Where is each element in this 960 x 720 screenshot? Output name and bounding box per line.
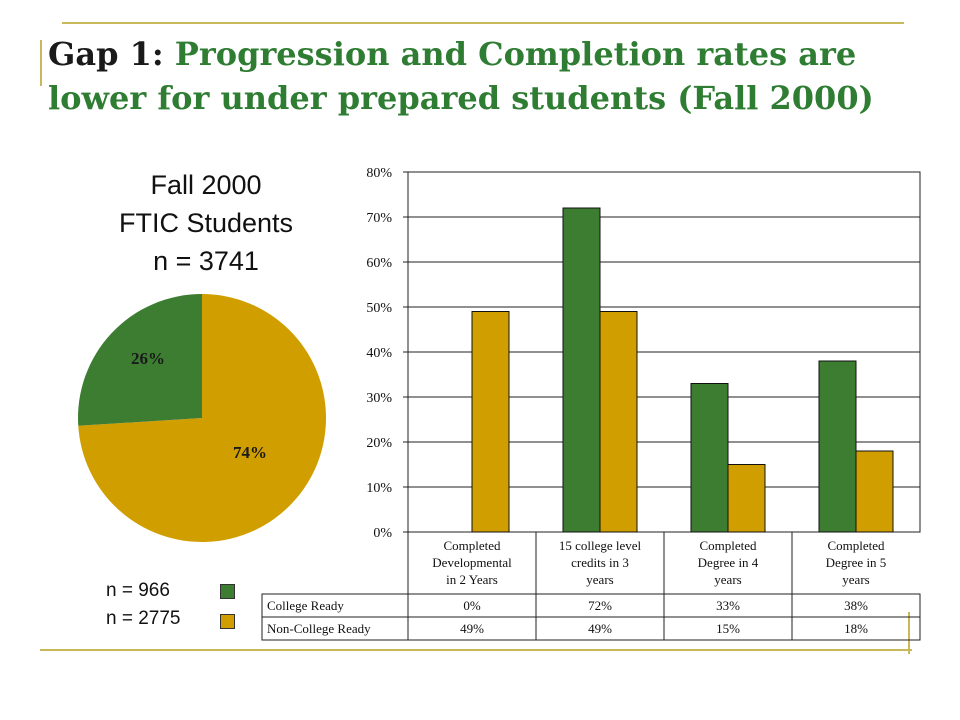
table-cell: 72% (588, 598, 612, 613)
slide-title: Gap 1: Progression and Completion rates … (48, 32, 928, 120)
category-label: years (586, 572, 613, 587)
right-rule (908, 612, 910, 654)
table-cell: 18% (844, 621, 868, 636)
table-row-header: Non-College Ready (267, 621, 371, 636)
bar-college-ready (818, 360, 857, 533)
y-tick-label: 10% (366, 481, 392, 496)
table-cell: 0% (463, 598, 481, 613)
category-label: years (714, 572, 741, 587)
table-cell: 38% (844, 598, 868, 613)
legend-swatch-non-college-ready (220, 614, 235, 629)
table-cell: 49% (588, 621, 612, 636)
category-label: Completed (699, 538, 757, 553)
top-rule (62, 22, 904, 24)
table-cell: 15% (716, 621, 740, 636)
table-cell: 33% (716, 598, 740, 613)
y-tick-label: 20% (366, 436, 392, 451)
bar-non-college-ready (727, 464, 766, 533)
category-label: Degree in 4 (698, 555, 759, 570)
legend-label-non-college-ready: n = 2775 (106, 608, 181, 629)
pie-title-line: n = 3741 (153, 246, 259, 276)
pie-title-line: Fall 2000 (150, 170, 262, 200)
y-tick-label: 40% (366, 346, 392, 361)
category-label: years (842, 572, 869, 587)
category-label: Degree in 5 (826, 555, 887, 570)
legend-swatch-college-ready (220, 584, 235, 599)
slide-title-text: Progression and Completion rates are low… (48, 35, 874, 117)
bar-college-ready (562, 207, 601, 533)
category-label: in 2 Years (446, 572, 498, 587)
bar-non-college-ready (471, 311, 510, 533)
bar-non-college-ready (855, 450, 894, 533)
slide-title-gap: Gap 1: (48, 35, 164, 73)
table-cell: 49% (460, 621, 484, 636)
category-label: Completed (443, 538, 501, 553)
bar-non-college-ready (599, 311, 638, 533)
bottom-rule (40, 649, 912, 651)
y-tick-label: 50% (366, 301, 392, 316)
pie-title: Fall 2000 FTIC Students n = 3741 (96, 166, 316, 280)
y-tick-label: 70% (366, 211, 392, 226)
category-label: credits in 3 (571, 555, 629, 570)
pie-slice-college-ready (78, 294, 202, 426)
y-tick-label: 60% (366, 256, 392, 271)
left-rule (40, 40, 42, 86)
pie-label-college-ready: 26% (131, 349, 165, 368)
pie-title-line: FTIC Students (118, 208, 294, 238)
category-label: 15 college level (559, 538, 642, 553)
bar-college-ready (690, 383, 729, 533)
y-tick-label: 80% (366, 166, 392, 181)
category-label: Completed (827, 538, 885, 553)
legend-label-college-ready: n = 966 (106, 580, 170, 601)
table-row-header: College Ready (267, 598, 344, 613)
pie-label-non-college-ready: 74% (233, 443, 267, 462)
category-label: Developmental (432, 555, 512, 570)
y-tick-label: 0% (373, 526, 392, 541)
y-tick-label: 30% (366, 391, 392, 406)
pie-slice-non-college-ready (78, 294, 326, 542)
